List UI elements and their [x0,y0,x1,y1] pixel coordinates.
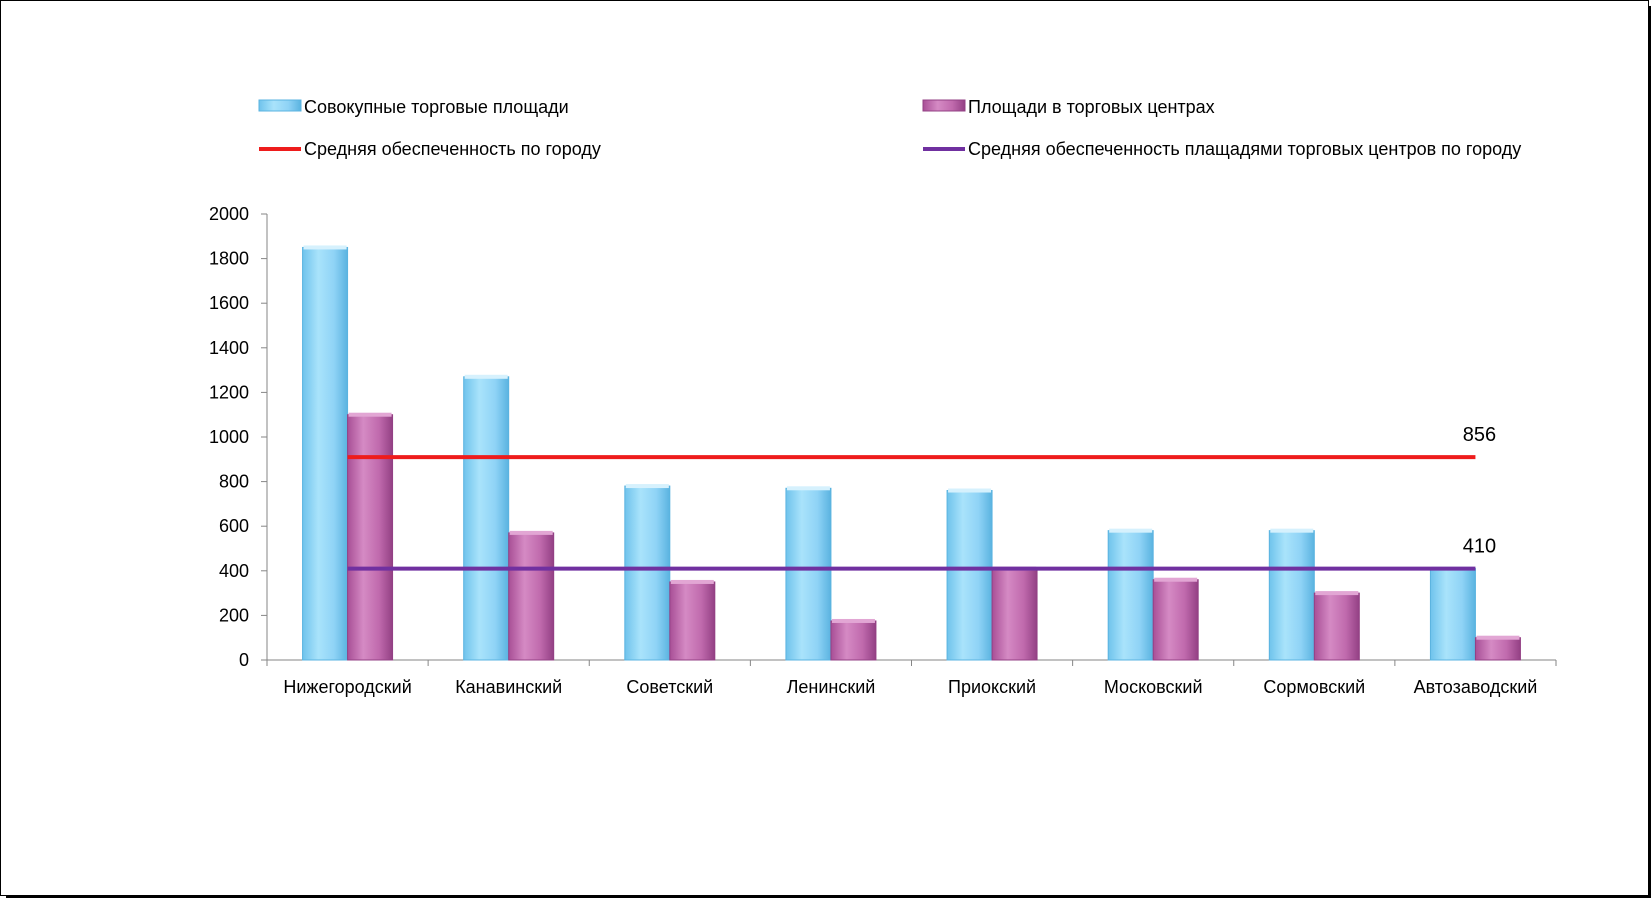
legend-label-series-1: Площади в торговых центрах [968,97,1215,117]
legend-item-series-0[interactable]: Совокупные торговые площади [258,97,569,117]
bar-series-1-0[interactable] [347,412,394,661]
x-tick-label: Ленинский [787,677,876,697]
x-axis: Нижегородский Канавинский Советский Ленинск… [266,659,1557,697]
legend-item-line-0[interactable]: Средняя обеспеченность по городу [259,139,601,159]
bar-top-cap [348,412,392,417]
bar-series-1-1[interactable] [508,530,555,661]
bar-top-cap [303,245,347,250]
bar-body [946,490,993,661]
y-axis: 0 200 400 600 800 1000 1200 1400 1600 1800 2000 [209,204,268,670]
y-tick-label: 1600 [209,293,249,313]
bar-series-0-7[interactable] [1429,566,1476,661]
bar-series-1-5[interactable] [1152,577,1199,661]
bar-top-cap [1476,635,1520,640]
bar-body [624,485,671,661]
bar-top-cap [670,579,714,584]
bar-top-cap [464,374,508,379]
bar-series-1-4[interactable] [991,566,1038,661]
bar-body [785,487,832,661]
legend-swatch-series-0 [258,99,302,112]
bar-top-cap [831,618,875,623]
x-tick-label: Канавинский [455,677,562,697]
bar-top-cap [1109,528,1153,533]
x-tick-label: Московский [1104,677,1203,697]
legend-label-series-0: Совокупные торговые площади [304,97,569,117]
y-tick-label: 1800 [209,249,249,269]
bar-body [830,620,877,661]
reference-lines: 856 410 [347,424,1496,571]
bar-body [1474,637,1521,661]
bar-body [302,246,349,661]
bar-series-0-2[interactable] [624,484,671,661]
x-tick-label: Автозаводский [1414,677,1538,697]
legend-label-line-1: Средняя обеспеченность плащадями торговы… [968,139,1521,159]
legend-label-line-0: Средняя обеспеченность по городу [304,139,601,159]
bar-body [347,414,394,661]
bar-top-cap [1154,577,1198,582]
bar-body [1107,530,1154,661]
legend-swatch-series-1 [922,99,966,112]
bar-series-0-5[interactable] [1107,528,1154,661]
y-tick-label: 2000 [209,204,249,224]
bar-series-0-0[interactable] [302,245,349,661]
bar-body [1152,579,1199,661]
bar-body [463,376,510,661]
bar-series-0-3[interactable] [785,486,832,661]
bar-top-cap [1270,528,1314,533]
bar-top-cap [625,484,669,489]
bar-body [1429,568,1476,661]
reference-line-label-1: 410 [1463,536,1496,558]
x-tick-label: Приокский [948,677,1036,697]
y-tick-label: 400 [219,561,249,581]
bar-body [991,568,1038,661]
y-tick-label: 1200 [209,382,249,402]
bar-top-cap [509,530,553,535]
x-tick-label: Нижегородский [283,677,411,697]
y-tick-label: 0 [239,650,249,670]
y-tick-label: 1400 [209,338,249,358]
legend-item-series-1[interactable]: Площади в торговых центрах [922,97,1215,117]
y-tick-label: 600 [219,516,249,536]
reference-line-label-0: 856 [1463,424,1496,446]
bar-body [1313,592,1360,661]
bar-top-cap [1315,591,1359,596]
bar-series-1-2[interactable] [669,579,716,661]
x-tick-label: Советский [626,677,713,697]
bar-series-1-7[interactable] [1474,635,1521,661]
bar-body [1268,530,1315,661]
bar-series-0-1[interactable] [463,374,510,661]
bar-top-cap [948,488,992,493]
bar-body [508,532,555,661]
bar-series-0-6[interactable] [1268,528,1315,661]
bar-top-cap [786,486,830,491]
bar-series-1-6[interactable] [1313,591,1360,661]
bar-series-0-4[interactable] [946,488,993,661]
x-tick-label: Сормовский [1263,677,1365,697]
bar-series-1-3[interactable] [830,618,877,661]
y-tick-label: 800 [219,472,249,492]
legend: Совокупные торговые площади Площади в то… [258,97,1521,159]
bar-body [669,581,716,661]
y-tick-label: 200 [219,605,249,625]
y-tick-label: 1000 [209,427,249,447]
legend-item-line-1[interactable]: Средняя обеспеченность плащадями торговы… [923,139,1521,159]
bars [302,245,1521,661]
